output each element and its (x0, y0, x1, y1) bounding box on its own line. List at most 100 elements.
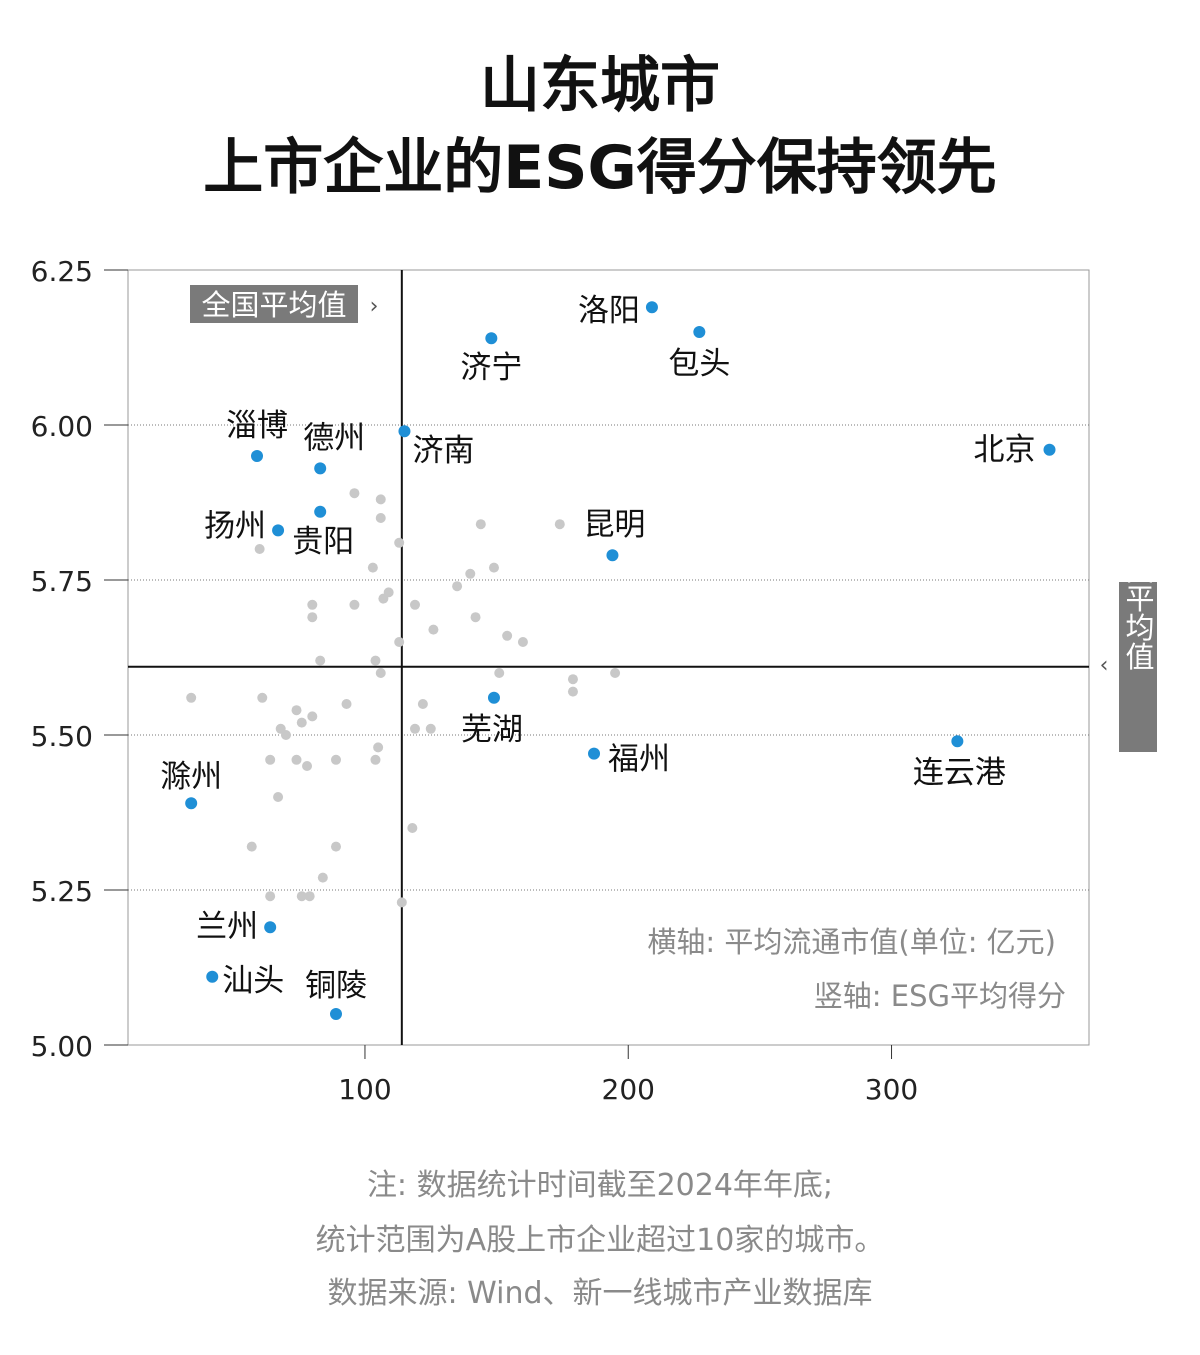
data-label: 铜陵 (305, 968, 367, 1004)
data-point-other (407, 823, 418, 833)
data-label: 兰州 (196, 909, 258, 945)
data-point-other (502, 630, 513, 641)
data-point-other (265, 891, 276, 902)
data-point-other (417, 699, 428, 709)
y-tick-label: 6.00 (31, 410, 93, 443)
note-3: 数据来源: Wind、新一线城市产业数据库 (327, 1276, 873, 1311)
data-point-other (567, 674, 578, 685)
avg-label-v: 全国平均值 (1121, 525, 1155, 670)
avg-label-box-v (1119, 582, 1157, 752)
data-label: 德州 (303, 420, 365, 456)
x-tick-label: 100 (338, 1073, 391, 1106)
data-point-other (409, 723, 420, 734)
data-point-other (315, 655, 326, 666)
chevron-left-icon: ‹ (1100, 653, 1109, 678)
data-point-highlight (645, 301, 658, 314)
scatter-chart: 5.005.255.505.756.006.25 100 200 300 洛阳包头济… (31, 255, 1157, 1106)
data-point-other (375, 668, 386, 678)
data-label: 淄博 (226, 408, 288, 444)
data-point-other (291, 705, 302, 716)
note-2: 统计范围为A股上市企业超过10家的城市。 (315, 1223, 885, 1258)
data-point-other (425, 723, 436, 734)
data-label: 汕头 (222, 963, 284, 999)
data-point-highlight (272, 524, 285, 537)
data-point-other (304, 891, 315, 902)
data-point-other (280, 730, 291, 740)
data-label: 北京 (974, 432, 1036, 468)
data-point-highlight (264, 921, 277, 934)
data-label: 扬州 (204, 508, 266, 544)
avg-label-box-h (190, 285, 358, 323)
data-point-other (394, 537, 405, 548)
data-point-other (307, 711, 318, 722)
data-label: 包头 (668, 346, 730, 382)
data-point-other (488, 562, 499, 573)
data-point-highlight (693, 326, 706, 338)
data-point-other (517, 637, 528, 647)
grid-lines (128, 424, 1089, 891)
data-point-highlight (185, 797, 198, 810)
data-label: 洛阳 (578, 293, 640, 329)
data-point-other (273, 792, 284, 802)
data-point-other (409, 599, 420, 610)
y-tick-label: 5.00 (31, 1030, 93, 1063)
data-point-highlight (314, 462, 327, 475)
x-axis: 100 200 300 (338, 1045, 918, 1106)
data-point-other (494, 668, 505, 678)
data-point-other (367, 562, 378, 573)
data-point-other (257, 692, 268, 703)
data-label: 昆明 (583, 507, 645, 543)
y-tick-label: 5.75 (31, 565, 93, 598)
data-point-other (254, 544, 265, 554)
note-1: 注: 数据统计时间截至2024年年底; (366, 1168, 834, 1203)
average-lines (128, 270, 1089, 1045)
data-label: 芜湖 (461, 712, 523, 748)
data-point-highlight (251, 450, 264, 462)
chevron-right-icon: › (370, 294, 379, 319)
data-point-other (307, 612, 318, 623)
data-point-other (186, 692, 197, 703)
data-point-other (452, 581, 463, 592)
data-point-other (554, 519, 565, 530)
data-point-other (373, 742, 384, 753)
data-point-other (465, 568, 476, 579)
data-label: 济南 (412, 433, 474, 469)
title-line-2: 上市企业的ESG得分保持领先 (203, 133, 997, 203)
y-tick-label: 6.25 (31, 255, 93, 288)
data-point-highlight (329, 1008, 342, 1020)
data-point-other (370, 754, 381, 765)
other-cities (186, 488, 621, 908)
x-tick-label: 300 (865, 1073, 918, 1106)
data-point-other (375, 513, 386, 523)
data-point-other (296, 891, 307, 902)
data-point-other (610, 668, 621, 678)
data-point-other (349, 488, 360, 499)
data-point-other (370, 655, 381, 666)
plot-frame (127, 269, 1090, 1046)
legend-x-axis: 横轴: 平均流通市值(单位: 亿元) (647, 925, 1056, 959)
data-point-other (302, 761, 313, 771)
data-label: 贵阳 (292, 524, 354, 560)
x-tick-label: 200 (602, 1073, 655, 1106)
data-point-other (265, 754, 276, 765)
data-label: 济宁 (460, 350, 522, 386)
data-point-highlight (1043, 443, 1056, 456)
y-axis: 5.00 5.25 5.50 5.75 6.00 6.25 (31, 255, 128, 1063)
data-point-highlight (398, 425, 411, 438)
data-point-other (475, 519, 486, 530)
title-line-1: 山东城市 (480, 51, 720, 121)
legend-y-axis: 竖轴: ESG平均得分 (814, 979, 1066, 1013)
data-point-highlight (206, 970, 219, 983)
data-point-other (378, 593, 389, 604)
data-label: 滁州 (160, 759, 222, 795)
data-point-highlight (485, 332, 498, 345)
data-point-highlight (314, 505, 327, 518)
avg-label-h: 全国平均值 (201, 288, 346, 322)
data-label: 连云港 (913, 755, 1006, 791)
y-tick-label: 5.25 (31, 875, 93, 908)
data-point-highlight (951, 735, 964, 748)
data-label: 福州 (608, 742, 670, 778)
data-point-highlight (606, 549, 619, 562)
data-point-other (396, 897, 407, 908)
